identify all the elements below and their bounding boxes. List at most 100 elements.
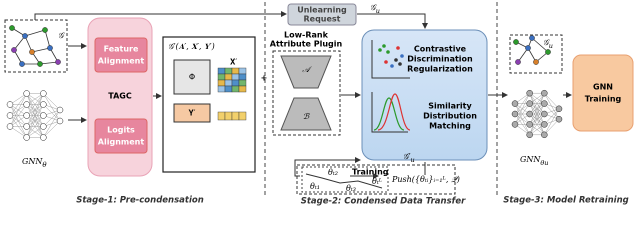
edge [514,103,530,125]
contrastive: Regularization [407,65,473,74]
feature-alignment-box [94,37,148,73]
y-box [173,103,211,123]
node [526,89,533,97]
node [22,33,28,39]
trajectory [305,173,383,189]
edge [43,93,61,111]
edge [9,93,27,116]
edge [24,35,33,53]
model-label-sub: θ [42,161,47,169]
similarity: Distribution [423,112,477,121]
node [526,100,533,107]
push: Push({θₜᵢ}ᵢ₌₁ᴸ, 𝒬) [391,175,460,184]
node [511,100,519,107]
edge [31,47,51,53]
node [390,64,394,68]
model-label: GNNθ [22,157,47,169]
node [513,39,519,45]
node [386,50,390,54]
edge [531,37,549,53]
feature-alignment: Alignment [98,57,145,66]
node [29,49,35,55]
plugin-title: Attribute Plugin [270,40,343,49]
x-prime: 𝐗′ [230,58,237,67]
condensed-unlearned-sub: u [411,156,415,164]
node [40,101,47,108]
node [23,123,30,130]
cell [238,85,247,93]
cell [224,73,233,81]
feature-alignment: Feature [104,45,139,54]
edge [43,109,61,138]
unlearning-request: Unlearning [297,6,347,15]
graph-icon [513,35,551,65]
node [23,134,30,141]
node [56,106,64,114]
edge [26,93,44,116]
cell [238,67,247,75]
similarity: Similarity [428,102,472,111]
node [384,60,388,64]
node [11,47,17,53]
node [526,110,533,118]
edge [514,93,530,125]
y-prime: 𝐘′ [189,109,196,118]
b: ℬ [303,112,310,121]
trajectory-label: θₜ₁ [310,182,320,191]
arrow [294,157,361,177]
node [23,101,30,108]
stage-caption: Stage-3: Model Retraining [503,196,628,206]
trajectory-label: θₜ₂ [328,168,338,177]
graph-label: 𝒢 [58,31,65,40]
graph-icon [9,25,61,67]
a: 𝒜 [302,65,312,74]
node [40,123,47,130]
similarity: Matching [429,122,471,131]
cell [217,111,226,121]
model-label-sub: θu [540,159,548,167]
unlearned-graph-base: 𝒢 [370,3,377,12]
logits-alignment: Alignment [98,138,145,147]
unlearning-request-box [287,3,357,26]
cell [231,79,240,87]
gnn-icon [511,89,563,139]
model-label-base: GNN [22,157,43,166]
node [6,123,14,130]
edge [44,29,51,49]
logits-alignment: Logits [107,126,135,135]
node [541,121,548,128]
model-label-base: GNN [520,155,541,164]
condensed-graph: 𝒢′(𝐀′, 𝐗′, 𝐘′) [168,42,215,51]
edge [544,108,560,135]
diagram: 𝒢 GNNθ Feature Alignment TAGC Logits Ali… [4,2,634,207]
gnn-training-box [572,54,634,132]
node [533,59,539,65]
edge [529,93,545,125]
model-label: GNNθu [520,155,549,167]
distribution-icon [371,92,411,133]
unlearning-request: Request [303,15,340,24]
edge [26,93,44,138]
gnn-icon [6,90,64,141]
unlearned-graph-sub: u [376,7,380,15]
cell [224,111,233,121]
cell [217,79,226,87]
node [6,101,14,108]
edge [9,93,27,127]
cell [238,111,247,121]
logits-alignment-box [94,118,148,154]
edge [13,35,26,51]
plugin-box [272,50,341,136]
training: Training [352,168,389,177]
edge [43,109,61,127]
node [23,112,30,119]
node [23,90,30,97]
tagc-title: TAGC [108,92,132,101]
cell [224,85,233,93]
node [6,112,14,119]
node [37,61,43,67]
node [555,105,563,113]
arrow [34,11,287,20]
node [525,45,531,51]
graph-label-base: 𝒢 [543,38,550,47]
